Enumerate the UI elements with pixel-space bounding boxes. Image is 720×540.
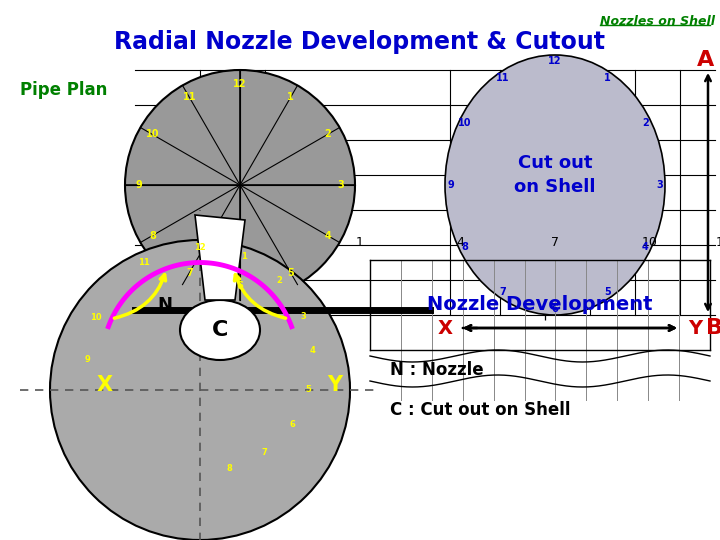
Text: Nozzle Development: Nozzle Development <box>427 295 653 314</box>
Text: 10: 10 <box>458 118 472 128</box>
Text: Pipe Plan: Pipe Plan <box>20 81 107 99</box>
Text: 12: 12 <box>194 243 206 252</box>
Text: 4: 4 <box>642 242 649 252</box>
Text: 2: 2 <box>324 130 331 139</box>
Text: 8: 8 <box>149 231 156 241</box>
Text: 3: 3 <box>301 312 307 321</box>
Text: 5: 5 <box>306 384 312 394</box>
Text: Cut out
on Shell: Cut out on Shell <box>514 154 595 196</box>
Text: 5: 5 <box>287 268 294 278</box>
Text: 7: 7 <box>261 448 267 457</box>
Text: 6: 6 <box>289 420 295 429</box>
Text: 1: 1 <box>604 73 611 83</box>
Text: C : Cut out on Shell: C : Cut out on Shell <box>390 401 570 419</box>
Text: Nozzles on Shell: Nozzles on Shell <box>600 15 715 28</box>
Text: 9: 9 <box>135 180 142 190</box>
Circle shape <box>125 70 355 300</box>
Text: 4: 4 <box>309 346 315 355</box>
Text: Y: Y <box>688 319 702 338</box>
Text: 12: 12 <box>548 57 562 66</box>
Text: 9: 9 <box>85 355 91 364</box>
Ellipse shape <box>445 55 665 315</box>
Text: 10: 10 <box>642 235 658 248</box>
Text: 6: 6 <box>237 281 243 291</box>
Text: 8: 8 <box>226 464 232 473</box>
Text: 6: 6 <box>552 303 559 314</box>
Text: 2: 2 <box>276 276 282 285</box>
Text: 11: 11 <box>138 258 150 267</box>
Text: 7: 7 <box>500 287 506 297</box>
Text: 1: 1 <box>287 92 294 103</box>
Text: 12: 12 <box>233 79 247 89</box>
Text: 7: 7 <box>551 235 559 248</box>
Text: Radial Nozzle Development & Cutout: Radial Nozzle Development & Cutout <box>114 30 606 54</box>
Text: Y: Y <box>328 375 343 395</box>
Text: 9: 9 <box>447 180 454 190</box>
Text: 1: 1 <box>241 252 247 261</box>
Text: N : Nozzle: N : Nozzle <box>390 361 484 379</box>
Text: 11: 11 <box>496 73 510 83</box>
Text: 10: 10 <box>145 130 159 139</box>
Ellipse shape <box>180 300 260 360</box>
Circle shape <box>50 240 350 540</box>
Text: C: C <box>212 320 228 340</box>
Text: 1: 1 <box>716 235 720 248</box>
Text: 2: 2 <box>642 118 649 128</box>
Text: 11: 11 <box>183 92 196 103</box>
Text: 1: 1 <box>356 235 364 248</box>
Polygon shape <box>195 215 245 300</box>
Text: X: X <box>97 375 113 395</box>
Text: 5: 5 <box>604 287 611 297</box>
Text: 8: 8 <box>461 242 468 252</box>
Text: A: A <box>698 50 715 70</box>
Text: B: B <box>706 318 720 338</box>
Text: 3: 3 <box>656 180 663 190</box>
Text: X: X <box>438 319 452 338</box>
Text: 4: 4 <box>456 235 464 248</box>
Text: 3: 3 <box>338 180 345 190</box>
Text: N: N <box>158 296 173 314</box>
Text: 7: 7 <box>186 268 193 278</box>
Text: 10: 10 <box>90 313 102 322</box>
Text: 4: 4 <box>324 231 331 241</box>
